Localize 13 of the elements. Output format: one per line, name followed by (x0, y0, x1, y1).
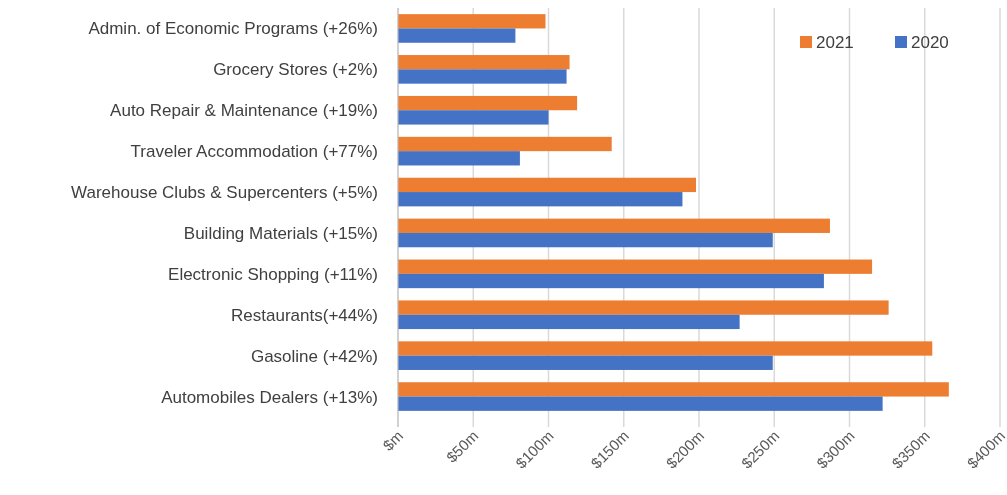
y-tick-label: Building Materials (+15%) (183, 223, 378, 243)
x-tick-label: $m (379, 427, 407, 454)
legend-label: 2021 (816, 32, 854, 52)
y-tick-label: Admin. of Economic Programs (+26%) (88, 19, 378, 39)
legend-label: 2020 (911, 32, 949, 52)
y-tick-label: Grocery Stores (+2%) (213, 60, 378, 80)
y-tick-label: Electronic Shopping (+11%) (168, 264, 378, 284)
y-tick-label: Restaurants(+44%) (231, 305, 378, 325)
y-tick-label: Gasoline (+42%) (250, 346, 378, 366)
y-tick-label: Auto Repair & Maintenance (+19%) (110, 101, 378, 121)
y-tick-label: Warehouse Clubs & Supercenters (+5%) (71, 183, 378, 202)
y-tick-label: Traveler Accommodation (+77%) (130, 142, 378, 162)
y-tick-label: Automobiles Dealers (+13%) (161, 387, 378, 407)
